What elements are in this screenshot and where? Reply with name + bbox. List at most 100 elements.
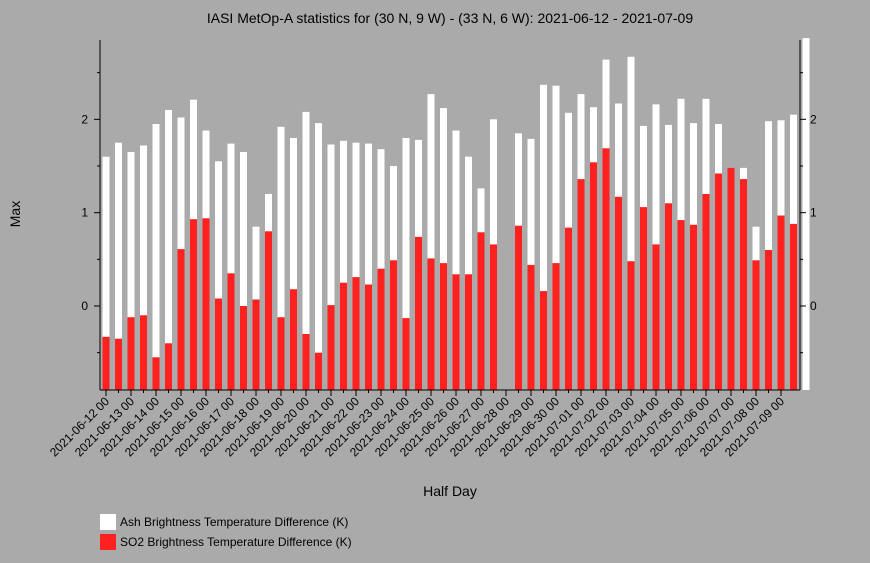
ash-bar [452,130,460,390]
so2-bar [215,298,222,390]
so2-bar [715,173,722,390]
so2-bar [527,264,535,390]
y-tick-label-right: 2 [810,112,817,126]
so2-bar [727,167,735,390]
so2-bar [740,179,747,390]
so2-bar [765,250,772,390]
so2-bar [465,274,472,390]
so2-bar [140,315,147,390]
so2-bar [640,207,647,390]
so2-bar [302,334,310,390]
so2-bar [340,282,347,390]
legend-item-so2: SO2 Brightness Temperature Difference (K… [100,532,352,552]
so2-bar [440,263,447,390]
so2-bar [427,258,435,390]
so2-bar [690,224,697,390]
legend-swatch-so2 [100,534,116,550]
ash-bar [802,38,810,390]
ash-bar [165,110,172,390]
so2-bar [565,227,572,390]
so2-bar [377,268,385,390]
so2-bar [227,273,235,390]
so2-bar [127,317,135,390]
y-tick-label-right: 1 [810,206,817,220]
so2-bar [665,203,672,390]
so2-bar [190,219,197,390]
ash-bar [302,111,310,391]
ash-bar [540,84,547,391]
so2-bar [327,305,335,390]
ash-bar [527,138,535,390]
legend-label-so2: SO2 Brightness Temperature Difference (K… [120,535,352,549]
ash-bar [352,142,360,390]
so2-bar [402,318,410,390]
y-axis-label: Max [7,201,23,227]
y-tick-label-left: 0 [81,299,88,313]
ash-bar [127,152,135,390]
ash-bar [277,126,285,391]
so2-bar [490,244,497,390]
so2-bar [602,148,610,390]
so2-bar [152,357,160,390]
so2-bar [627,261,635,390]
so2-bar [252,299,260,390]
ash-bar [102,156,110,390]
so2-bar [240,306,247,390]
so2-bar [390,260,397,390]
ash-bar [552,85,560,390]
ash-bar [327,144,335,390]
ash-bar [227,143,235,390]
ash-bar [152,124,160,390]
ash-bar [115,142,122,390]
so2-bar [752,260,760,390]
ash-bar [340,140,347,390]
so2-bar [477,232,485,390]
so2-bar [702,194,710,390]
so2-bar [115,338,122,390]
so2-bar [290,289,297,390]
x-axis-label: Half Day [423,483,477,499]
ash-bar [365,143,372,390]
ash-bar [240,152,247,390]
so2-bar [277,317,285,390]
so2-bar [365,284,372,390]
legend-label-ash: Ash Brightness Temperature Difference (K… [120,515,349,529]
so2-bar [515,225,522,390]
so2-bar [452,274,460,390]
so2-bar [265,231,272,390]
so2-bar [315,352,322,390]
so2-bar [552,263,560,390]
y-tick-label-right: 0 [810,299,817,313]
ash-bar [290,138,297,390]
y-tick-label-left: 1 [81,206,88,220]
so2-bar [777,215,785,390]
so2-bar [615,196,622,390]
ash-bar [215,161,222,390]
chart-title: IASI MetOp-A statistics for (30 N, 9 W) … [207,10,694,26]
so2-bar [577,179,585,390]
so2-bar [652,244,660,390]
ash-bar [627,56,635,391]
so2-bar [177,249,185,390]
ash-bar [402,138,410,390]
so2-bar [102,336,110,390]
so2-bar [540,291,547,390]
legend-swatch-ash [100,514,116,530]
legend-item-ash: Ash Brightness Temperature Difference (K… [100,512,352,532]
legend: Ash Brightness Temperature Difference (K… [100,512,352,552]
ash-bar [465,156,472,390]
so2-bar [790,223,797,390]
so2-bar [202,218,210,390]
so2-bar [352,277,360,390]
ash-bar [427,94,435,390]
y-tick-label-left: 2 [81,112,88,126]
ash-bar [440,108,447,390]
ash-bar [140,145,147,390]
so2-bar [677,220,685,390]
so2-bar [165,343,172,390]
ash-bar [315,123,322,390]
so2-bar [590,162,597,390]
